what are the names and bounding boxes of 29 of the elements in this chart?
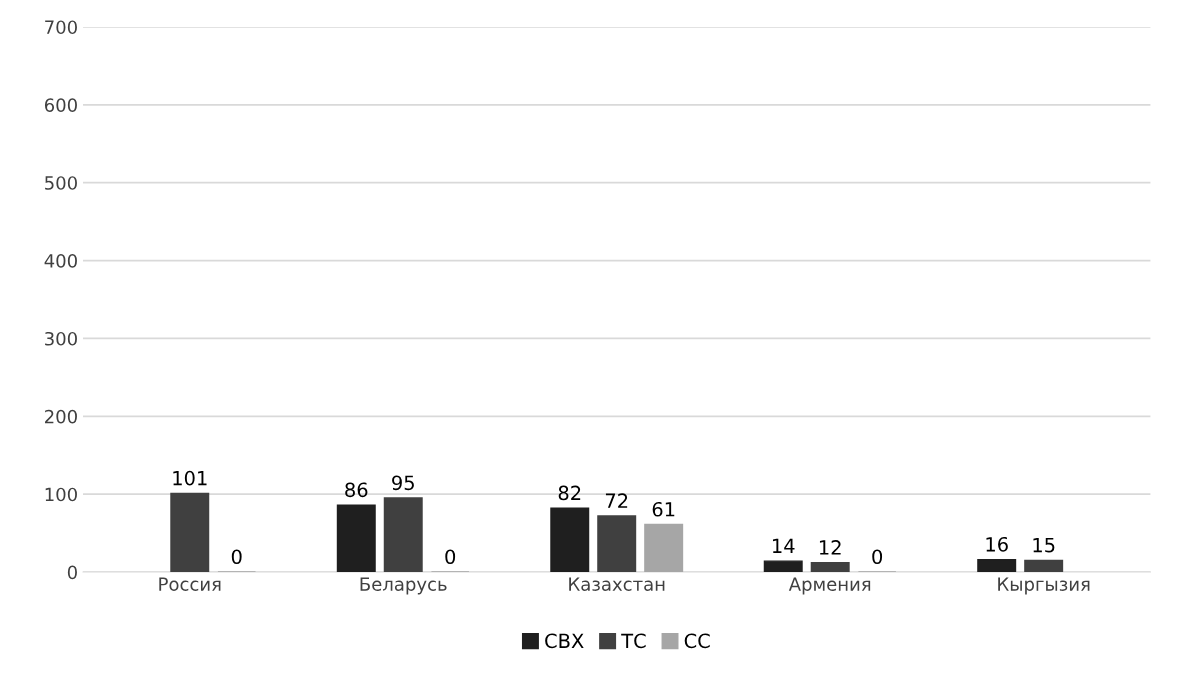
y-tick-label: 0 xyxy=(67,565,77,580)
y-tick-label: 700 xyxy=(45,20,77,35)
data-label: 61 xyxy=(652,501,675,517)
data-label: 0 xyxy=(231,549,242,565)
y-tick-label: 200 xyxy=(45,409,77,424)
data-label: 15 xyxy=(1033,537,1055,553)
data-label: 86 xyxy=(345,482,368,498)
data-label: 0 xyxy=(445,549,456,565)
data-label: 72 xyxy=(605,493,628,508)
x-tick-label: Беларусь xyxy=(360,577,447,595)
data-label: 82 xyxy=(558,485,581,501)
x-tick-label: Россия xyxy=(159,577,221,591)
y-tick-label: 500 xyxy=(45,176,77,190)
x-tick-label: Кыргызия xyxy=(998,577,1090,595)
data-label: 12 xyxy=(819,540,841,555)
legend-label: ТС xyxy=(621,633,646,649)
y-tick-label: 600 xyxy=(44,98,77,112)
y-tick-label: 100 xyxy=(45,487,77,502)
data-label: 101 xyxy=(173,470,207,486)
y-tick-label: 400 xyxy=(44,254,77,268)
data-label: 14 xyxy=(773,538,795,553)
legend-label: СВХ xyxy=(545,633,584,649)
legend-label: СС xyxy=(684,633,710,649)
data-label: 0 xyxy=(872,549,883,565)
x-tick-label: Казахстан xyxy=(569,577,665,591)
data-label: 95 xyxy=(392,475,414,491)
x-tick-label: Армения xyxy=(788,577,871,595)
data-label: 16 xyxy=(986,536,1008,552)
y-tick-label: 300 xyxy=(45,331,77,346)
